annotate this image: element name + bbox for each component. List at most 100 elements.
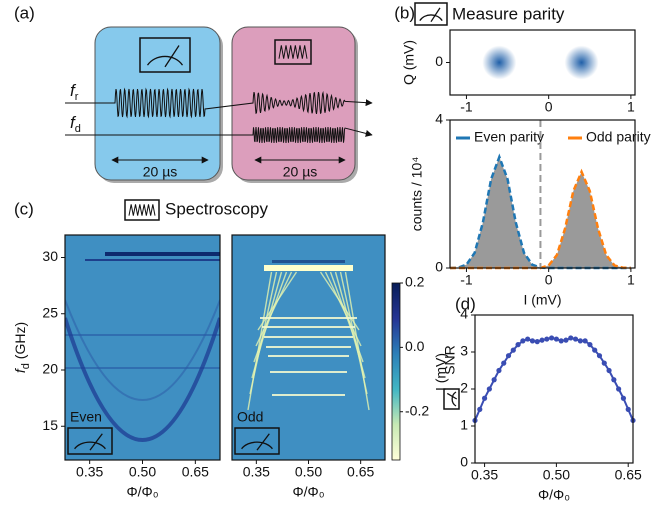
x-tick-label: 1: [627, 272, 635, 288]
heatmap-band: [105, 252, 220, 256]
signal-label: fd: [70, 113, 81, 134]
meter-icon: [443, 388, 460, 410]
blob: [482, 45, 517, 80]
legend-label: Even parity: [474, 129, 544, 145]
plot-frame: [449, 119, 636, 269]
drive-signal: [65, 126, 373, 144]
y-tick-label: 2: [460, 380, 468, 396]
x-tick-label: 1: [627, 99, 635, 115]
colorbar-tick-label: 0.0: [405, 338, 425, 354]
y-tick-label: 1: [460, 417, 468, 433]
x-tick-label: 0.65: [182, 464, 209, 480]
duration-label: 20 µs: [143, 164, 178, 180]
x-axis-label: Φ/Φ₀: [126, 484, 158, 500]
subscript: d: [20, 363, 32, 369]
heatmap-band: [272, 260, 345, 263]
x-axis-label: Φ/Φ₀: [292, 484, 324, 500]
histogram-area: [450, 171, 631, 268]
snr-point: [582, 338, 588, 344]
icon-frame: [234, 427, 280, 455]
snr-point: [486, 386, 492, 392]
subscript: r: [75, 91, 79, 103]
panel-label: (c): [14, 199, 34, 218]
y-axis-label: Q (mV): [401, 40, 417, 85]
snr-point: [563, 337, 569, 343]
x-tick-label: 0.35: [243, 464, 270, 480]
icon-dial: [451, 391, 457, 407]
legend-label: Odd parity: [586, 129, 651, 145]
colorbar-tick-label: -0.2: [405, 402, 429, 418]
snr-point: [592, 347, 598, 353]
x-tick-label: 0.35: [76, 464, 103, 480]
snr-point: [505, 353, 512, 359]
icon-needle: [164, 45, 180, 68]
snr-point: [616, 386, 622, 392]
icon-dial: [241, 441, 273, 450]
y-tick-label: 3: [460, 343, 468, 359]
snr-point: [601, 360, 607, 366]
icon-needle: [430, 7, 441, 23]
icon-frame: [414, 2, 448, 26]
snr-point: [481, 395, 488, 401]
y-axis-label: SNR: [442, 345, 458, 375]
snr-point: [525, 336, 531, 342]
x-tick-label: 0.50: [543, 467, 570, 483]
snr-line: [474, 336, 634, 421]
snr-point: [544, 336, 550, 342]
symbol: f: [70, 81, 77, 100]
heatmap-image: [65, 235, 220, 460]
duration-label: 20 µs: [283, 164, 318, 180]
colorbar: [391, 282, 401, 461]
snr-point: [606, 367, 612, 374]
snr-point: [501, 360, 507, 366]
icon-frame: [443, 388, 460, 410]
meter-icon: [67, 427, 113, 455]
heatmap-feature: [247, 271, 273, 411]
x-tick-label: -1: [460, 272, 473, 288]
snr-point: [515, 342, 521, 348]
y-tick-label: 0: [435, 259, 443, 275]
heading: Spectroscopy: [165, 199, 268, 218]
meter-icon: [139, 37, 191, 73]
y-tick-label: 4: [460, 306, 468, 322]
signal-label: fr: [70, 81, 79, 102]
x-tick-label: 0.35: [471, 467, 498, 483]
heatmap-band: [85, 259, 220, 261]
panel-label: (b): [394, 3, 415, 22]
heatmap-band: [264, 265, 353, 271]
x-tick-label: 0.65: [347, 464, 374, 480]
heatmap-feature: [65, 299, 220, 401]
snr-point: [477, 406, 483, 412]
x-axis-label: I (mV): [523, 292, 561, 308]
panel-label: (a): [14, 3, 35, 22]
x-tick-label: 0: [545, 99, 553, 115]
snr-point: [496, 367, 502, 374]
x-tick-label: 0.50: [295, 464, 322, 480]
meter-icon: [234, 427, 280, 455]
snr-point: [539, 337, 545, 343]
subscript: d: [75, 123, 81, 135]
blob: [564, 45, 599, 80]
icon-dial: [146, 55, 184, 66]
meter-icon: [414, 2, 448, 26]
snr-point: [620, 395, 627, 401]
icon-frame: [139, 37, 191, 73]
snr-point: [558, 338, 564, 344]
snr-point: [587, 342, 593, 348]
x-tick-label: 0.50: [129, 464, 156, 480]
y-tick-label: 25: [42, 304, 58, 320]
wave-icon: [274, 39, 312, 65]
map-label: Odd: [237, 409, 263, 425]
y-tick-label: 15: [42, 417, 58, 433]
colorbar-tick-label: 0.2: [405, 274, 425, 290]
plot-frame: [449, 29, 636, 96]
icon-needle: [89, 433, 103, 451]
x-tick-label: -1: [460, 99, 473, 115]
snr-point: [568, 335, 574, 341]
icon-needle: [256, 433, 270, 451]
snr-point: [577, 338, 583, 344]
snr-point: [520, 338, 526, 344]
y-tick-label: 0: [460, 454, 468, 470]
icon-needle: [446, 392, 458, 400]
snr-point: [510, 347, 516, 353]
